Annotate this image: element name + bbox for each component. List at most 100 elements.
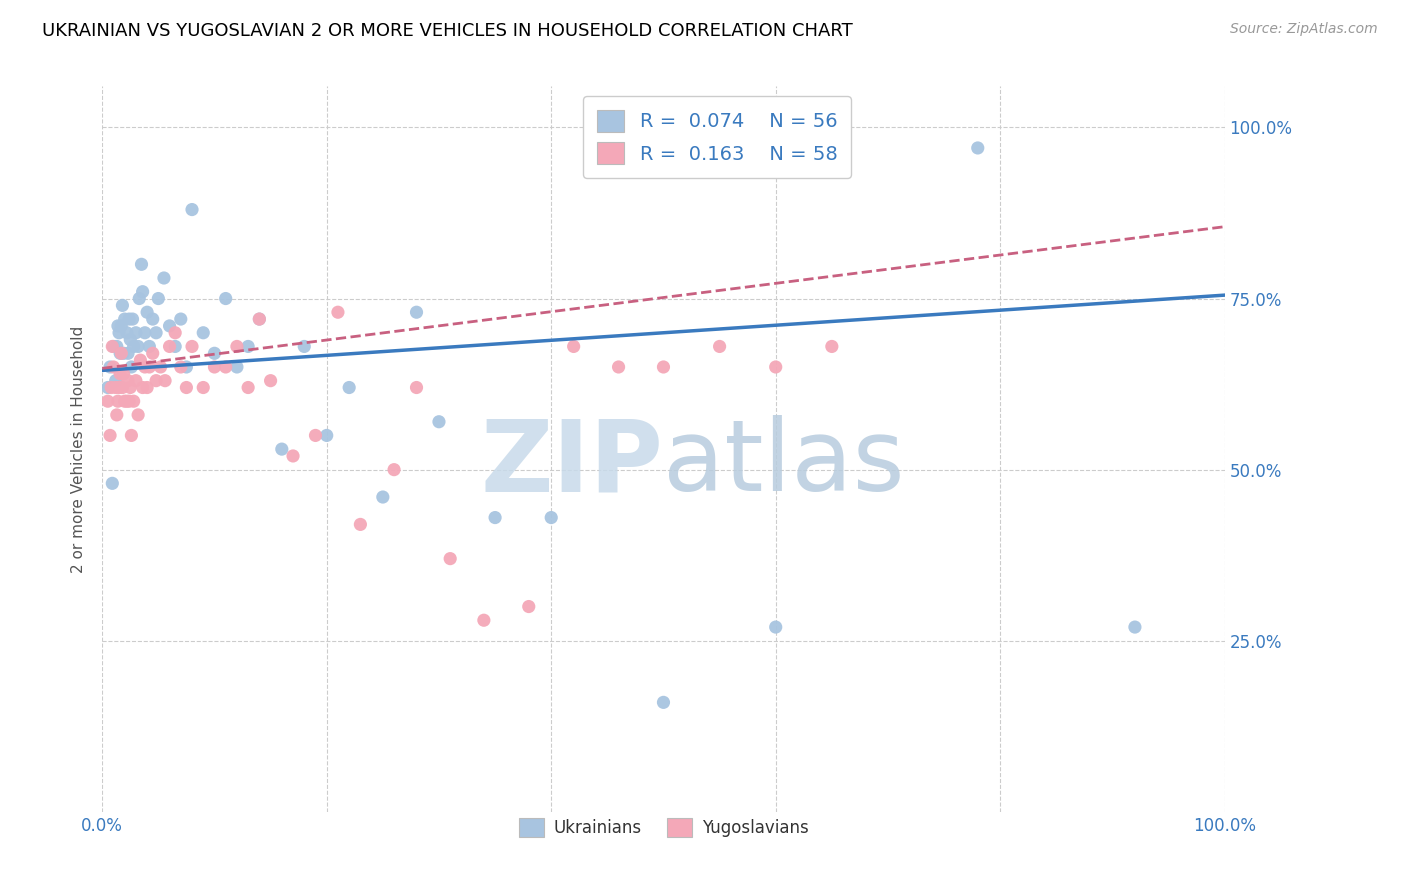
Point	[120, 380, 142, 394]
Point	[159, 339, 181, 353]
Point	[765, 359, 787, 374]
Point	[165, 339, 187, 353]
Point	[129, 353, 152, 368]
Point	[121, 312, 143, 326]
Point	[259, 374, 281, 388]
Point	[517, 599, 540, 614]
Point	[371, 490, 394, 504]
Point	[304, 428, 326, 442]
Point	[148, 292, 170, 306]
Point	[108, 326, 131, 340]
Point	[122, 339, 145, 353]
Point	[108, 367, 131, 381]
Point	[204, 346, 226, 360]
Point	[1123, 620, 1146, 634]
Point	[125, 374, 148, 388]
Point	[108, 346, 131, 360]
Point	[405, 305, 427, 319]
Point	[112, 367, 135, 381]
Point	[131, 380, 153, 394]
Point	[131, 285, 153, 299]
Point	[108, 380, 131, 394]
Point	[176, 380, 198, 394]
Point	[821, 339, 844, 353]
Point	[131, 257, 153, 271]
Point	[115, 394, 138, 409]
Point	[136, 305, 159, 319]
Point	[326, 305, 349, 319]
Point	[153, 374, 176, 388]
Point	[236, 339, 259, 353]
Point	[652, 359, 675, 374]
Point	[226, 339, 249, 353]
Text: ZIP: ZIP	[481, 415, 664, 512]
Point	[127, 339, 149, 353]
Legend: Ukrainians, Yugoslavians: Ukrainians, Yugoslavians	[512, 811, 815, 844]
Point	[138, 359, 160, 374]
Point	[607, 359, 630, 374]
Point	[142, 346, 165, 360]
Point	[181, 202, 204, 217]
Point	[120, 428, 142, 442]
Point	[439, 551, 461, 566]
Point	[118, 394, 141, 409]
Point	[107, 394, 129, 409]
Point	[181, 339, 204, 353]
Point	[405, 380, 427, 394]
Point	[104, 374, 127, 388]
Point	[236, 380, 259, 394]
Point	[281, 449, 304, 463]
Text: UKRAINIAN VS YUGOSLAVIAN 2 OR MORE VEHICLES IN HOUSEHOLD CORRELATION CHART: UKRAINIAN VS YUGOSLAVIAN 2 OR MORE VEHIC…	[42, 22, 853, 40]
Point	[145, 374, 167, 388]
Point	[247, 312, 270, 326]
Point	[122, 394, 145, 409]
Point	[111, 298, 134, 312]
Point	[134, 326, 156, 340]
Point	[709, 339, 731, 353]
Point	[110, 346, 132, 360]
Point	[270, 442, 292, 456]
Point	[101, 339, 124, 353]
Point	[105, 408, 128, 422]
Point	[153, 271, 176, 285]
Point	[118, 312, 141, 326]
Point	[101, 476, 124, 491]
Point	[170, 359, 193, 374]
Point	[100, 380, 122, 394]
Point	[292, 339, 315, 353]
Point	[128, 292, 150, 306]
Point	[127, 408, 149, 422]
Point	[193, 326, 215, 340]
Point	[103, 339, 125, 353]
Point	[427, 415, 450, 429]
Y-axis label: 2 or more Vehicles in Household: 2 or more Vehicles in Household	[72, 326, 86, 573]
Point	[138, 339, 160, 353]
Point	[97, 394, 120, 409]
Point	[170, 312, 193, 326]
Point	[159, 318, 181, 333]
Point	[114, 394, 136, 409]
Point	[98, 359, 121, 374]
Point	[145, 326, 167, 340]
Point	[315, 428, 337, 442]
Point	[112, 346, 135, 360]
Point	[337, 380, 360, 394]
Point	[176, 359, 198, 374]
Point	[215, 359, 238, 374]
Point	[247, 312, 270, 326]
Text: atlas: atlas	[664, 415, 905, 512]
Point	[652, 695, 675, 709]
Point	[966, 141, 988, 155]
Point	[104, 380, 127, 394]
Point	[484, 510, 506, 524]
Point	[349, 517, 371, 532]
Point	[540, 510, 562, 524]
Point	[765, 620, 787, 634]
Point	[117, 374, 139, 388]
Point	[142, 312, 165, 326]
Point	[120, 359, 142, 374]
Point	[382, 463, 405, 477]
Point	[204, 359, 226, 374]
Point	[117, 346, 139, 360]
Point	[136, 380, 159, 394]
